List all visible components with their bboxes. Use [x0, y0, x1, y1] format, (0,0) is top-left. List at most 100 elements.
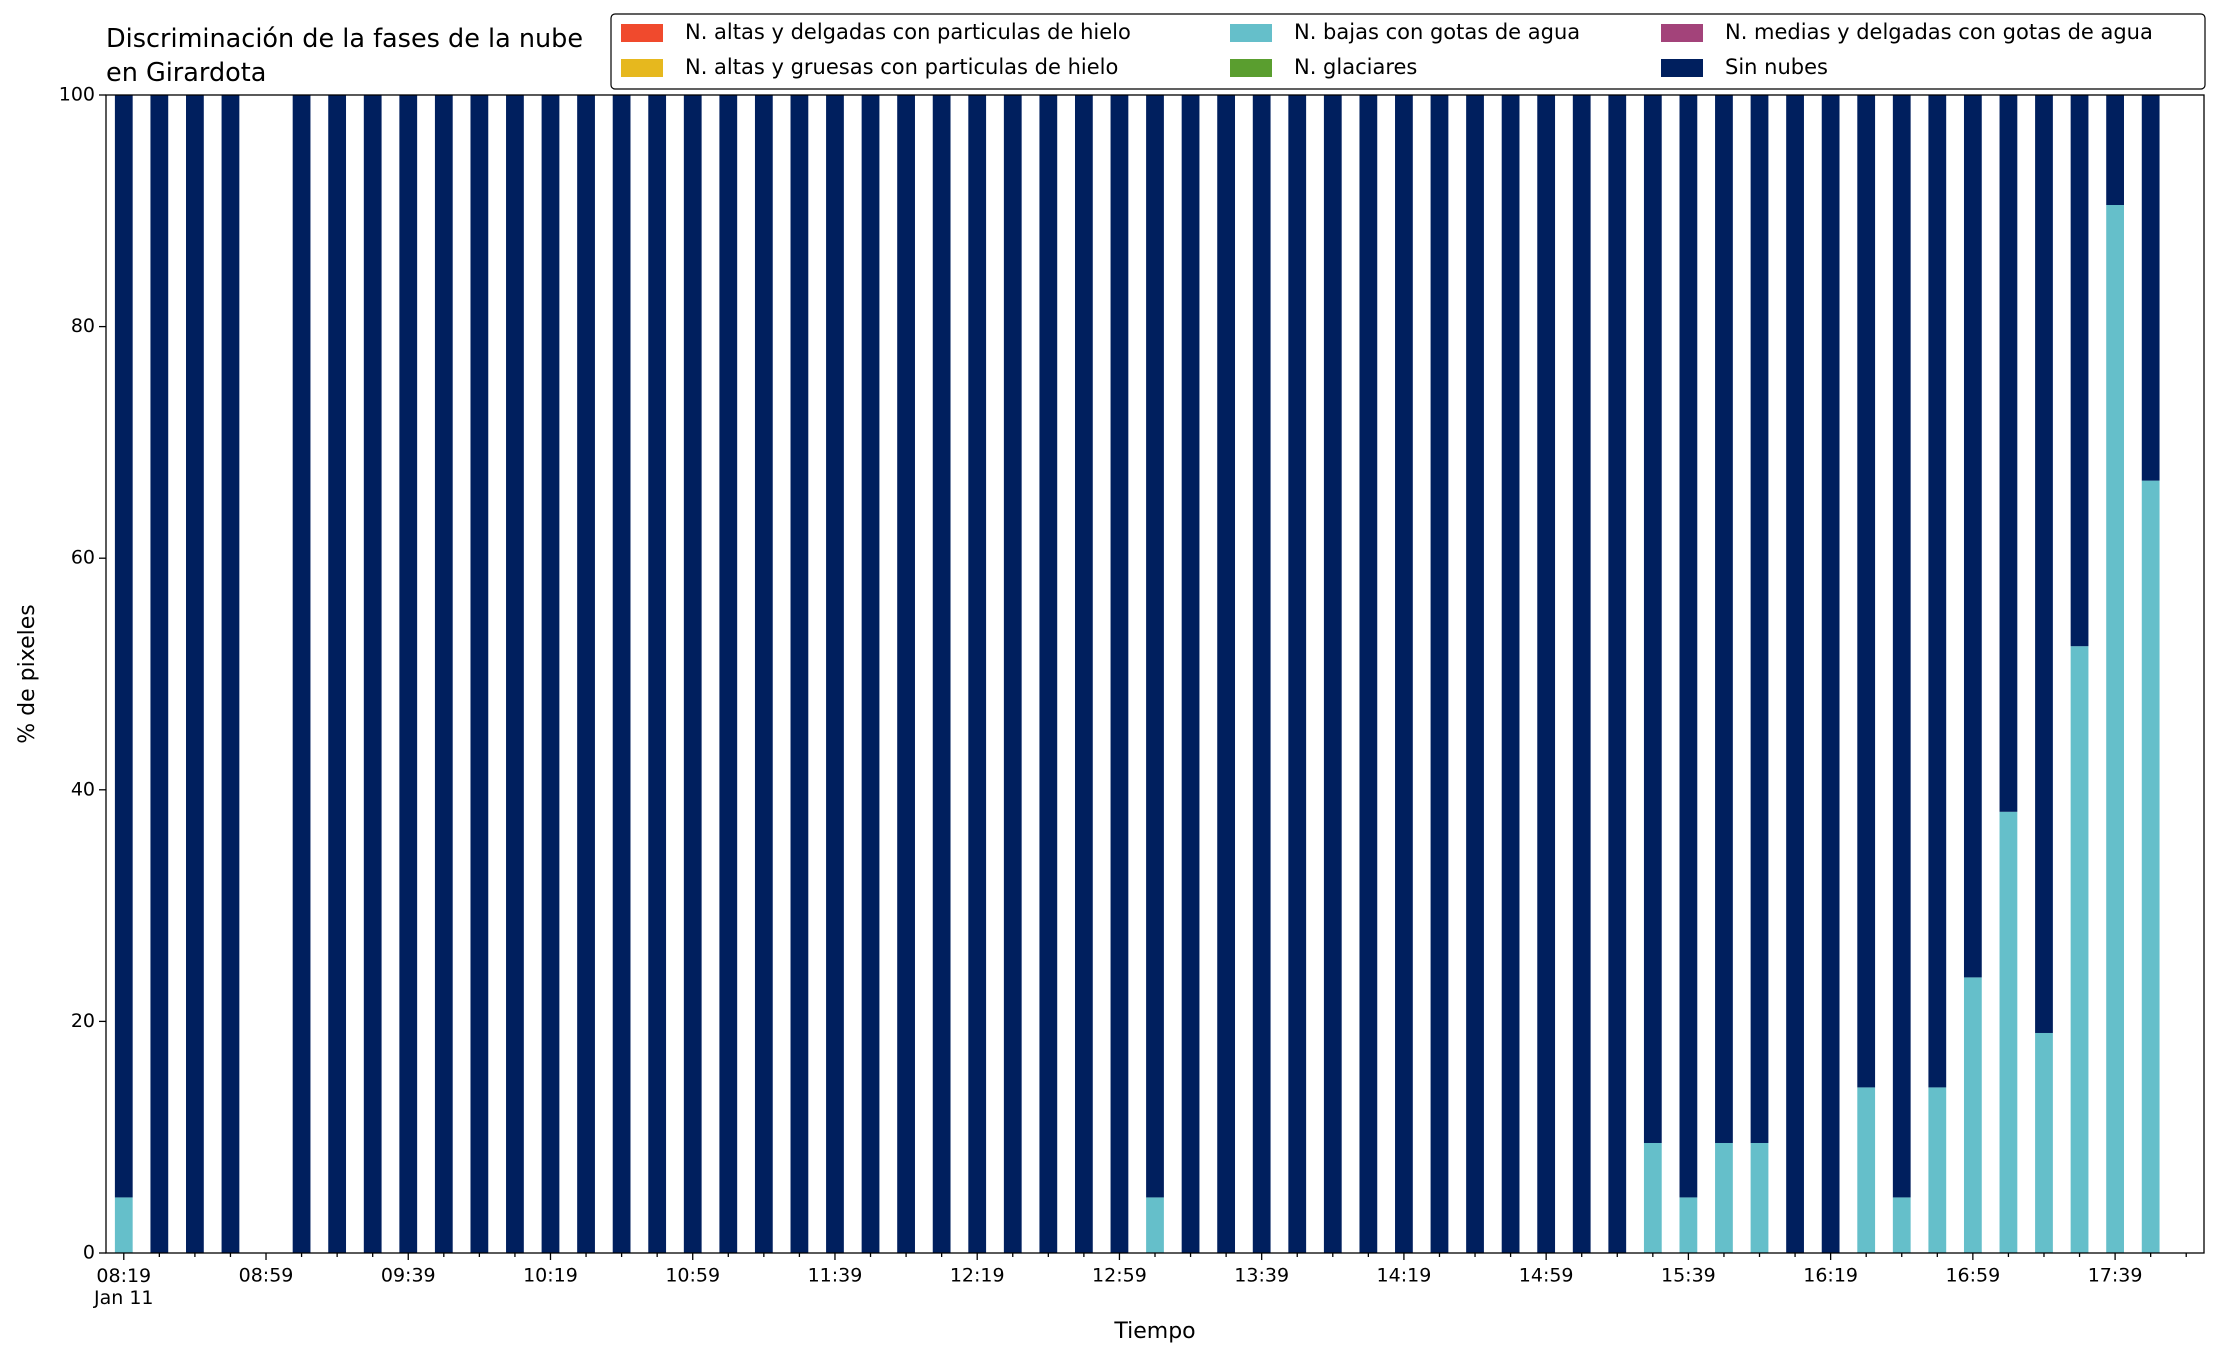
- bar-segment: [1572, 95, 1591, 1253]
- legend-swatch: [621, 59, 663, 77]
- bar-segment: [1146, 95, 1164, 1198]
- bar-segment: [1074, 95, 1093, 1253]
- bar-segment: [1999, 95, 2018, 812]
- bar-segment: [2070, 646, 2089, 1253]
- bar-segment: [1679, 95, 1698, 1198]
- bar-segment: [1786, 95, 1804, 1253]
- bar-segment: [434, 95, 453, 1253]
- chart-title: Discriminación de la fases de la nube en…: [106, 24, 584, 88]
- bar-segment: [1892, 95, 1911, 1198]
- bar-segment: [1039, 95, 1058, 1253]
- bar-segment: [114, 1197, 133, 1253]
- bar-segment: [861, 95, 880, 1253]
- legend-swatch: [1230, 24, 1272, 42]
- x-tick-label: 12:19: [950, 1265, 1005, 1287]
- legend-label: Sin nubes: [1725, 55, 1828, 79]
- bar-segment: [114, 95, 133, 1198]
- bar-segment: [1821, 95, 1840, 1253]
- x-axis-label: Tiempo: [1113, 1319, 1195, 1344]
- bar-segment: [1466, 95, 1484, 1253]
- bar-segment: [790, 95, 809, 1253]
- bar-segment: [1750, 95, 1769, 1143]
- legend-label: N. altas y delgadas con particulas de hi…: [685, 20, 1131, 44]
- bar-segment: [1750, 1142, 1769, 1253]
- x-tick-label: 08:59: [239, 1265, 294, 1287]
- bar-segment: [328, 95, 347, 1253]
- y-tick-label: 80: [71, 315, 95, 337]
- bar-segment: [754, 95, 773, 1253]
- bar-segment: [577, 95, 595, 1253]
- bar-segment: [1003, 95, 1022, 1253]
- x-tick-label: 16:59: [1945, 1265, 2000, 1287]
- y-tick-label: 100: [59, 84, 95, 106]
- bar-segment: [1395, 95, 1413, 1253]
- bar-segment: [648, 95, 667, 1253]
- bar-segment: [186, 95, 204, 1253]
- x-tick-label: 11:39: [808, 1265, 863, 1287]
- x-tick-label: 15:39: [1661, 1265, 1716, 1287]
- bar-segment: [2035, 95, 2053, 1033]
- x-tick-label: 14:19: [1377, 1265, 1432, 1287]
- bar-segment: [1359, 95, 1378, 1253]
- bar-segment: [1288, 95, 1307, 1253]
- bar-segment: [683, 95, 702, 1253]
- bar-segment: [1963, 977, 1982, 1253]
- bar-segment: [1181, 95, 1200, 1253]
- bar-segment: [541, 95, 560, 1253]
- bar-segment: [506, 95, 524, 1253]
- y-tick-label: 0: [83, 1242, 95, 1264]
- legend-swatch: [1230, 59, 1272, 77]
- bar-segment: [897, 95, 915, 1253]
- bar-segment: [1643, 95, 1662, 1143]
- legend-label: N. glaciares: [1294, 55, 1417, 79]
- bar-segment: [1608, 95, 1627, 1253]
- bar-segment: [1715, 1142, 1733, 1253]
- bar-segment: [826, 95, 844, 1253]
- x-tick-label: 12:59: [1092, 1265, 1147, 1287]
- x-tick-label: 10:59: [665, 1265, 720, 1287]
- legend-swatch: [1661, 59, 1703, 77]
- bar-segment: [1679, 1197, 1698, 1253]
- x-tick-label: 09:39: [381, 1265, 436, 1287]
- bar-segment: [2106, 95, 2124, 206]
- bar-segment: [1892, 1197, 1911, 1253]
- bar-segment: [1501, 95, 1520, 1253]
- bar-segment: [150, 95, 169, 1253]
- bar-segment: [2106, 205, 2124, 1253]
- x-tick-label: 13:39: [1234, 1265, 1289, 1287]
- bar-segment: [1537, 95, 1556, 1253]
- bar-segment: [470, 95, 489, 1253]
- x-tick-label: 17:39: [2088, 1265, 2143, 1287]
- legend-swatch: [621, 24, 663, 42]
- bar-segment: [932, 95, 951, 1253]
- bar-segment: [1146, 1197, 1164, 1253]
- bar-segment: [1430, 95, 1449, 1253]
- legend-swatch: [1661, 24, 1703, 42]
- bar-segment: [1643, 1142, 1662, 1253]
- x-tick-label: 14:59: [1519, 1265, 1574, 1287]
- bar-segment: [292, 95, 311, 1253]
- bar-segment: [2141, 480, 2160, 1253]
- y-axis-label: % de pixeles: [15, 604, 40, 743]
- bar-segment: [968, 95, 987, 1253]
- bar-segment: [1217, 95, 1236, 1253]
- bar-segment: [1857, 1087, 1876, 1253]
- legend-label: N. medias y delgadas con gotas de agua: [1725, 20, 2153, 44]
- x-tick-label: 08:19 Jan 11: [93, 1265, 154, 1309]
- bar-segment: [719, 95, 738, 1253]
- bar-segment: [1715, 95, 1733, 1143]
- plot-frame: [105, 94, 2205, 1254]
- title-box: Discriminación de la fases de la nube en…: [106, 24, 584, 88]
- bar-segment: [1928, 95, 1947, 1088]
- bar-segment: [1110, 95, 1129, 1253]
- y-tick-label: 40: [71, 778, 95, 800]
- bar-segment: [612, 95, 631, 1253]
- legend-box: [610, 13, 2206, 90]
- bar-segment: [1857, 95, 1876, 1088]
- bar-segment: [2035, 1032, 2053, 1253]
- legend-label: N. bajas con gotas de agua: [1294, 20, 1580, 44]
- bar-segment: [1252, 95, 1271, 1253]
- x-tick-label-line: Jan 11: [93, 1287, 154, 1309]
- bar-segment: [1963, 95, 1982, 978]
- x-tick-label: 16:19: [1803, 1265, 1858, 1287]
